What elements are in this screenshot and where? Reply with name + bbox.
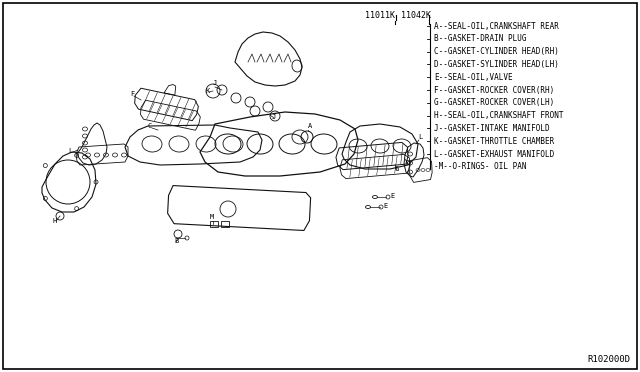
Text: J: J — [213, 80, 217, 86]
Text: B: B — [174, 238, 179, 244]
Text: J: J — [272, 114, 276, 120]
Text: L--GASKET-EXHAUST MANIFOLD: L--GASKET-EXHAUST MANIFOLD — [434, 150, 554, 158]
Text: E: E — [383, 203, 387, 209]
Text: E--SEAL-OIL,VALVE: E--SEAL-OIL,VALVE — [434, 73, 513, 82]
Text: R102000D: R102000D — [587, 355, 630, 364]
Text: C: C — [148, 123, 152, 129]
Text: M: M — [210, 214, 214, 220]
Text: L: L — [418, 134, 422, 140]
Text: L: L — [68, 148, 72, 154]
Text: B--GASKET-DRAIN PLUG: B--GASKET-DRAIN PLUG — [434, 34, 527, 43]
Text: G: G — [395, 166, 399, 172]
Text: H: H — [52, 218, 56, 224]
Bar — [221, 221, 229, 227]
Text: J--GASKET-INTAKE MANIFOLD: J--GASKET-INTAKE MANIFOLD — [434, 124, 550, 133]
Text: D: D — [406, 160, 410, 166]
Text: C--GASKET-CYLINDER HEAD(RH): C--GASKET-CYLINDER HEAD(RH) — [434, 47, 559, 56]
Text: H--SEAL-OIL,CRANKSHAFT FRONT: H--SEAL-OIL,CRANKSHAFT FRONT — [434, 111, 563, 120]
Text: K--GASKET-THROTTLE CHAMBER: K--GASKET-THROTTLE CHAMBER — [434, 137, 554, 146]
Text: A--SEAL-OIL,CRANKSHAFT REAR: A--SEAL-OIL,CRANKSHAFT REAR — [434, 22, 559, 31]
Text: 11042K: 11042K — [401, 11, 431, 20]
Text: E: E — [390, 193, 394, 199]
Text: G--GASKET-ROCKER COVER(LH): G--GASKET-ROCKER COVER(LH) — [434, 98, 554, 107]
Text: K: K — [205, 88, 209, 94]
Text: D--GASKET-SYLINDER HEAD(LH): D--GASKET-SYLINDER HEAD(LH) — [434, 60, 559, 69]
Text: 11011K: 11011K — [365, 11, 395, 20]
Text: F--GASKET-ROCKER COVER(RH): F--GASKET-ROCKER COVER(RH) — [434, 86, 554, 94]
Text: -M--O-RINGS- OIL PAN: -M--O-RINGS- OIL PAN — [434, 162, 527, 171]
Bar — [210, 221, 218, 227]
Text: A: A — [308, 123, 312, 129]
Text: F: F — [130, 91, 134, 97]
